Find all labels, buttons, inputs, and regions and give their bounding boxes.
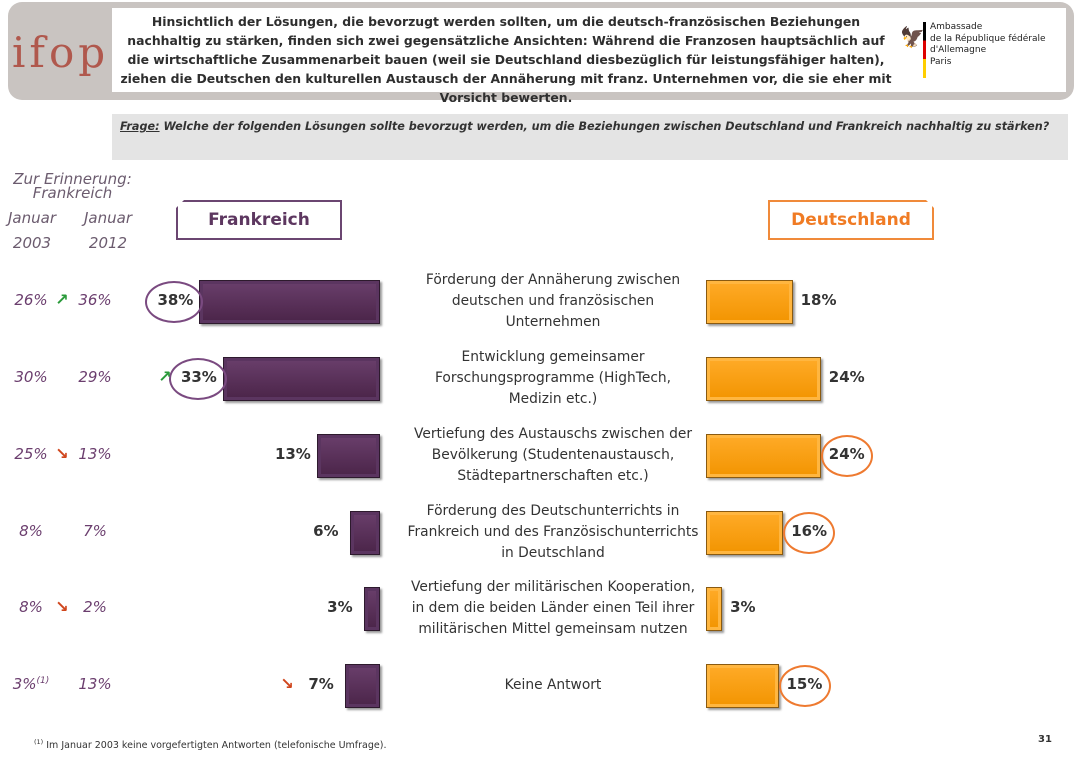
trend-up-icon: ↗	[158, 367, 172, 386]
bar-frankreich	[316, 434, 380, 478]
bar-label-deutschland: 18%	[800, 291, 837, 309]
bar-deutschland	[706, 664, 779, 708]
page-number: 31	[1038, 734, 1052, 745]
tab-deutschland: Deutschland	[768, 200, 934, 240]
recall-value-text: 26%	[14, 291, 48, 309]
bar-deutschland	[706, 357, 821, 401]
category-label: Vertiefung der militärischen Kooperation…	[400, 577, 706, 640]
recall-col-2003-header: Januar 2003	[8, 209, 56, 252]
category-label-line: in dem die beiden Länder einen Teil ihre…	[411, 599, 695, 616]
category-label-line: militärischen Mittel gemeinsam nutzen	[418, 620, 688, 637]
bar-label-deutschland: 3%	[730, 598, 756, 616]
recall-value-text: 8%	[19, 598, 43, 616]
bar-deutschland	[706, 587, 723, 631]
header-text-panel	[112, 8, 1066, 92]
recall-value-2012: 7%	[83, 522, 107, 540]
bar-frankreich	[345, 664, 380, 708]
footnote-mark: (1)	[36, 676, 50, 686]
recall-value-2012: 2%	[83, 598, 107, 616]
bar-frankreich	[349, 511, 380, 555]
category-label-line: Vertiefung des Austauschs zwischen der	[413, 425, 693, 442]
category-label-line: Bevölkerung (Studentenaustausch,	[431, 446, 675, 463]
bar-label-deutschland: 16%	[791, 522, 828, 540]
question-box	[112, 114, 1068, 160]
recall-value-2003: 3%(1)	[6, 675, 56, 693]
recall-value-2003: 30%	[6, 368, 56, 386]
recall-value-2012: 29%	[78, 368, 112, 386]
category-label: Keine Antwort	[400, 675, 706, 696]
recall-title: Zur Erinnerung: Frankreich	[13, 170, 132, 202]
category-label: Förderung des Deutschunterrichts in Frank…	[400, 501, 706, 564]
bar-label-frankreich: 13%	[274, 445, 311, 463]
bar-label-frankreich: 3%	[327, 598, 353, 616]
trend-up-icon: ↗	[55, 290, 69, 309]
recall-value-text: 30%	[14, 368, 48, 386]
bar-label-frankreich: 38%	[157, 291, 194, 309]
bar-frankreich	[199, 280, 380, 324]
category-label-line: Medizin etc.)	[508, 390, 598, 407]
trend-down-icon: ↘	[55, 597, 69, 616]
bar-label-deutschland: 15%	[786, 675, 823, 693]
category-label: Förderung der Annäherung zwischen deutsch…	[400, 270, 706, 333]
tab-frankreich: Frankreich	[176, 200, 342, 240]
recall-value-2012: 36%	[78, 291, 112, 309]
highlight-circle-deutschland	[778, 665, 831, 707]
bar-label-deutschland: 24%	[828, 368, 865, 386]
recall-value-2003: 8%	[6, 598, 56, 616]
bar-deutschland	[706, 511, 784, 555]
highlight-circle-deutschland	[783, 512, 836, 554]
category-label-line: deutschen und französischen	[451, 292, 655, 309]
category-label-line: Vertiefung der militärischen Kooperation…	[411, 578, 695, 595]
category-label-line: Unternehmen	[505, 313, 601, 330]
category-label: Entwicklung gemeinsamer Forschungsprogram…	[400, 347, 706, 410]
question-text: Frage: Welche der folgenden Lösungen sol…	[120, 118, 1060, 135]
bar-label-frankreich: 33%	[180, 368, 217, 386]
embassy-logo: 🦅 Ambassade de la République fédérale d'…	[900, 20, 1060, 80]
question-label: Frage:	[120, 120, 160, 133]
recall-value-2003: 25%	[6, 445, 56, 463]
trend-down-icon: ↘	[280, 674, 294, 693]
embassy-text: Ambassade de la République fédérale d'Al…	[930, 22, 1046, 67]
highlight-circle-frankreich	[168, 358, 227, 400]
recall-col-2012-header: Januar 2012	[84, 209, 132, 252]
bar-label-frankreich: 6%	[313, 522, 339, 540]
recall-value-text: 8%	[19, 522, 43, 540]
recall-value-2003: 8%	[6, 522, 56, 540]
trend-down-icon: ↘	[55, 444, 69, 463]
bar-deutschland	[706, 280, 793, 324]
category-label-line: Frankreich und des Französischunterricht…	[407, 523, 699, 540]
category-label-line: Förderung des Deutschunterrichts in	[426, 502, 680, 519]
highlight-circle-deutschland	[820, 435, 873, 477]
recall-value-2012: 13%	[78, 675, 112, 693]
bar-frankreich	[363, 587, 380, 631]
eagle-icon: 🦅	[900, 25, 925, 49]
recall-value-2012: 13%	[78, 445, 112, 463]
bar-label-frankreich: 7%	[308, 675, 334, 693]
bar-label-deutschland: 24%	[828, 445, 865, 463]
bar-deutschland	[706, 434, 821, 478]
german-flag-bar	[923, 22, 926, 78]
category-label-line: Städtepartnerschaften etc.)	[457, 467, 649, 484]
bar-frankreich	[222, 357, 380, 401]
category-label: Vertiefung des Austauschs zwischen der Be…	[400, 424, 706, 487]
recall-value-2003: 26%	[6, 291, 56, 309]
category-label-line: in Deutschland	[501, 544, 605, 561]
header-summary: Hinsichtlich der Lösungen, die bevorzugt…	[120, 14, 892, 105]
highlight-circle-frankreich	[145, 281, 204, 323]
category-label-line: Keine Antwort	[504, 676, 602, 693]
footnote: (1) Im Januar 2003 keine vorgefertigten …	[34, 738, 387, 752]
recall-value-text: 3%	[12, 675, 37, 693]
category-label-line: Forschungsprogramme (HighTech,	[434, 369, 672, 386]
ifop-logo: ifop	[12, 28, 110, 77]
question-body: Welche der folgenden Lösungen sollte bev…	[163, 120, 1050, 133]
recall-value-text: 25%	[14, 445, 48, 463]
category-label-line: Entwicklung gemeinsamer	[461, 348, 645, 365]
category-label-line: Förderung der Annäherung zwischen	[425, 271, 681, 288]
